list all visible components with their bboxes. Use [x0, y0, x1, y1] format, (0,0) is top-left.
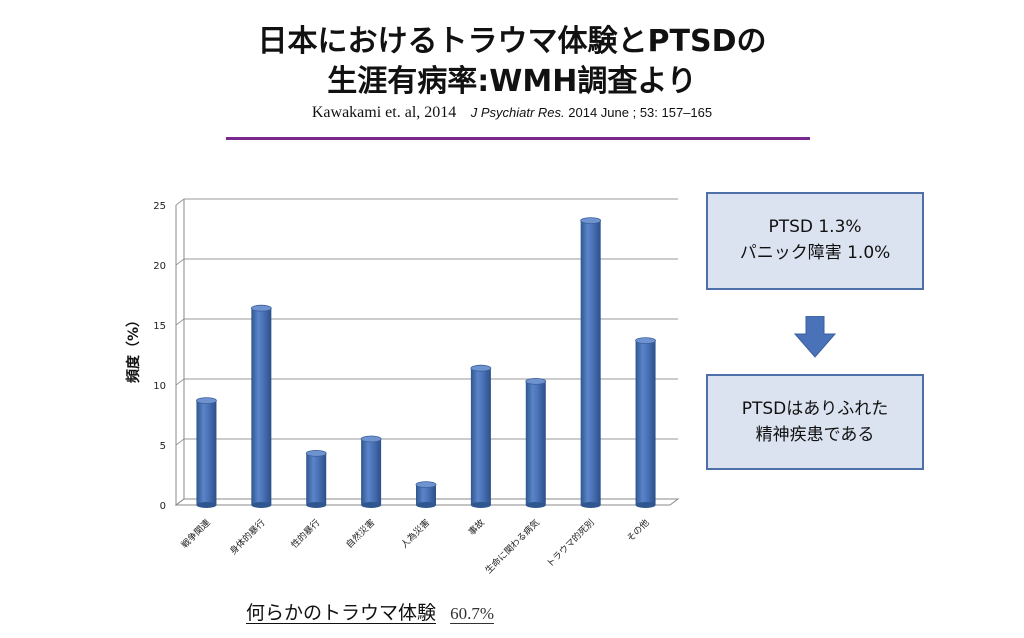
slide-title-line1: 日本におけるトラウマ体験とPTSDの: [257, 24, 767, 59]
x-tick-label: 自然災害: [343, 517, 377, 551]
y-tick-label: 10: [153, 381, 166, 392]
conclusion-callout-box: PTSDはありふれた 精神疾患である: [706, 374, 924, 470]
bar-chart: 0 5 10 15 20 25 戦争関連 身体的暴行 性的暴行 自然災害 人為災害 事故生命に関わる…: [125, 198, 680, 576]
bar: [470, 364, 492, 508]
x-tick-label: 生命に関わる病気: [482, 517, 541, 576]
stats-callout-box: PTSD 1.3% パニック障害 1.0%: [706, 192, 924, 290]
bar: [635, 337, 656, 508]
chart-axes: [174, 199, 680, 506]
bar: [525, 377, 547, 508]
panic-rate-text: パニック障害 1.0%: [739, 243, 891, 263]
footer-value: 60.7%: [450, 604, 494, 623]
footer-label: 何らかのトラウマ体験: [246, 602, 437, 624]
citation-journal: J Psychiatr Res.: [470, 105, 565, 120]
citation-author: Kawakami et. al, 2014: [311, 104, 457, 121]
footer-summary: 何らかのトラウマ体験 60.7%: [246, 598, 494, 625]
y-tick-label: 5: [160, 441, 166, 452]
bar: [250, 304, 272, 508]
y-tick-label: 20: [153, 261, 166, 272]
y-axis-label: 頻度（%）: [125, 313, 142, 383]
citation-details: 2014 June ; 53: 157–165: [568, 105, 713, 120]
y-tick-label: 0: [160, 501, 166, 512]
gridline-depth: [175, 198, 185, 206]
x-tick-label: 性的暴行: [288, 517, 322, 551]
gridline-depth: [175, 318, 185, 326]
bar: [360, 435, 382, 508]
gridline-depth: [175, 258, 185, 266]
bar: [415, 481, 437, 508]
x-tick-label: トラウマ的死別: [544, 517, 597, 570]
chart-grid: [175, 198, 678, 506]
slide-title-line2: 生涯有病率:WMH調査より: [327, 64, 697, 99]
conclusion-line1: PTSDはありふれた: [741, 399, 889, 419]
gridline-depth: [175, 378, 185, 386]
citation-journal-block: J Psychiatr Res. 2014 June ; 53: 157–165: [471, 105, 712, 120]
chart-bars: [196, 217, 656, 508]
down-arrow-icon: [794, 316, 836, 358]
conclusion-line2: 精神疾患である: [755, 425, 875, 445]
y-tick-label: 15: [153, 321, 166, 332]
x-tick-label: 事故: [466, 517, 487, 538]
bar: [305, 449, 327, 508]
gridline-depth: [175, 438, 185, 446]
citation: Kawakami et. al, 2014 J Psychiatr Res. 2…: [0, 104, 1024, 122]
x-tick-label: 戦争関連: [179, 517, 213, 551]
x-tick-label: その他: [624, 517, 652, 545]
ptsd-rate-text: PTSD 1.3%: [768, 217, 862, 237]
bar: [196, 397, 217, 508]
bar: [580, 217, 602, 508]
x-tick-label: 身体的暴行: [227, 517, 267, 557]
title-divider: [226, 137, 810, 140]
x-tick-label: 人為災害: [398, 517, 432, 551]
chart-floor: [174, 498, 680, 506]
y-tick-labels: 0 5 10 15 20 25: [153, 201, 166, 512]
y-tick-label: 25: [153, 201, 166, 212]
